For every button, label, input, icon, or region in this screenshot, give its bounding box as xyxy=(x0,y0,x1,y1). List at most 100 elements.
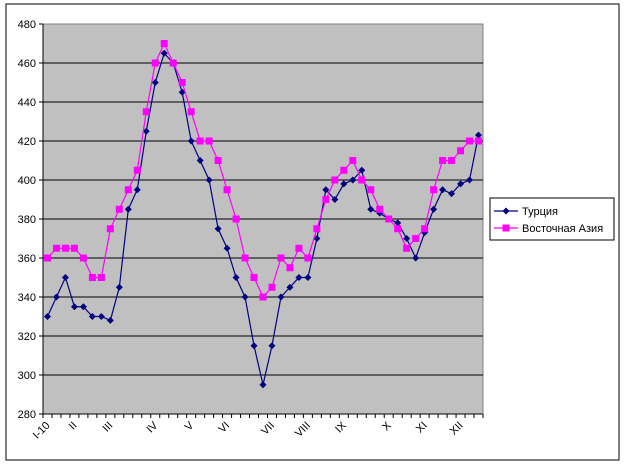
data-point xyxy=(178,79,186,86)
data-point xyxy=(340,166,348,174)
data-point xyxy=(466,176,474,184)
data-point xyxy=(367,205,375,213)
y-tick-label: 320 xyxy=(18,331,36,343)
data-point xyxy=(349,176,357,184)
data-point xyxy=(403,244,411,252)
data-point xyxy=(79,303,87,311)
data-point xyxy=(331,196,339,203)
data-point xyxy=(232,215,240,223)
y-tick-label: 360 xyxy=(18,253,36,265)
data-point xyxy=(115,283,123,291)
data-point xyxy=(124,205,132,213)
data-point xyxy=(430,205,438,213)
data-point xyxy=(340,180,348,188)
data-point xyxy=(394,219,402,227)
data-point xyxy=(277,254,285,262)
data-point xyxy=(61,244,69,252)
y-tick-label: 280 xyxy=(18,409,36,421)
data-point xyxy=(313,225,321,233)
data-point xyxy=(259,293,267,301)
data-point xyxy=(223,186,231,194)
data-point xyxy=(448,190,456,198)
data-point xyxy=(160,40,168,47)
legend-marker xyxy=(502,207,510,215)
data-point xyxy=(115,205,123,213)
data-point xyxy=(466,137,474,145)
data-point xyxy=(97,313,105,320)
data-point xyxy=(97,274,105,281)
data-point xyxy=(88,274,96,281)
data-point xyxy=(412,235,420,242)
y-tick-label: 460 xyxy=(18,58,36,70)
data-point xyxy=(286,264,294,272)
data-point xyxy=(286,283,294,291)
data-point xyxy=(448,157,456,164)
data-point xyxy=(277,293,285,301)
data-point xyxy=(304,254,312,262)
data-point xyxy=(106,316,114,324)
data-point xyxy=(88,313,96,320)
y-tick-label: 420 xyxy=(18,136,36,148)
data-point xyxy=(205,176,213,184)
data-point xyxy=(385,215,393,223)
data-point xyxy=(214,225,222,233)
data-point xyxy=(160,49,168,57)
data-point xyxy=(403,235,411,242)
data-point xyxy=(475,137,483,145)
y-tick-label: 440 xyxy=(18,97,36,109)
data-point xyxy=(394,225,402,233)
data-point xyxy=(358,176,366,184)
data-point xyxy=(142,127,150,135)
data-point xyxy=(187,137,195,145)
data-point xyxy=(457,180,465,188)
data-point xyxy=(52,293,60,301)
y-tick-label: 380 xyxy=(18,214,36,226)
data-point xyxy=(133,166,141,174)
data-point xyxy=(151,79,159,86)
data-point xyxy=(331,176,339,184)
data-point xyxy=(349,157,357,164)
data-point xyxy=(412,254,420,262)
data-point xyxy=(295,274,303,281)
y-tick-label: 300 xyxy=(18,370,36,382)
data-point xyxy=(421,225,429,233)
data-point xyxy=(223,244,231,252)
data-point xyxy=(439,186,447,194)
data-point xyxy=(232,274,240,281)
data-point xyxy=(205,137,213,145)
data-point xyxy=(106,225,114,233)
data-point xyxy=(241,293,249,301)
data-point xyxy=(313,235,321,242)
data-point xyxy=(214,157,222,164)
data-point xyxy=(250,342,258,350)
data-point xyxy=(151,59,159,67)
data-point xyxy=(178,88,186,96)
legend-label: Восточная Азия xyxy=(522,223,603,235)
data-point xyxy=(259,381,267,389)
y-tick-label: 340 xyxy=(18,292,36,304)
data-point xyxy=(142,108,150,116)
data-point xyxy=(196,137,204,145)
data-point xyxy=(43,313,51,320)
data-point xyxy=(376,205,384,213)
data-point xyxy=(196,157,204,164)
data-point xyxy=(439,157,447,164)
legend: Турция Восточная Азия xyxy=(489,197,615,241)
data-point xyxy=(43,254,51,262)
data-point xyxy=(52,244,60,252)
data-point xyxy=(304,274,312,281)
data-point xyxy=(70,244,78,252)
data-point xyxy=(367,186,375,194)
y-tick-label: 480 xyxy=(18,19,36,31)
data-point xyxy=(268,283,276,291)
data-point xyxy=(358,166,366,174)
y-tick-label: 400 xyxy=(18,175,36,187)
data-point xyxy=(322,186,330,194)
data-point xyxy=(322,196,330,203)
data-point xyxy=(79,254,87,262)
data-point xyxy=(70,303,78,311)
data-point xyxy=(187,108,195,116)
legend-marker xyxy=(502,224,510,232)
data-point xyxy=(268,342,276,350)
